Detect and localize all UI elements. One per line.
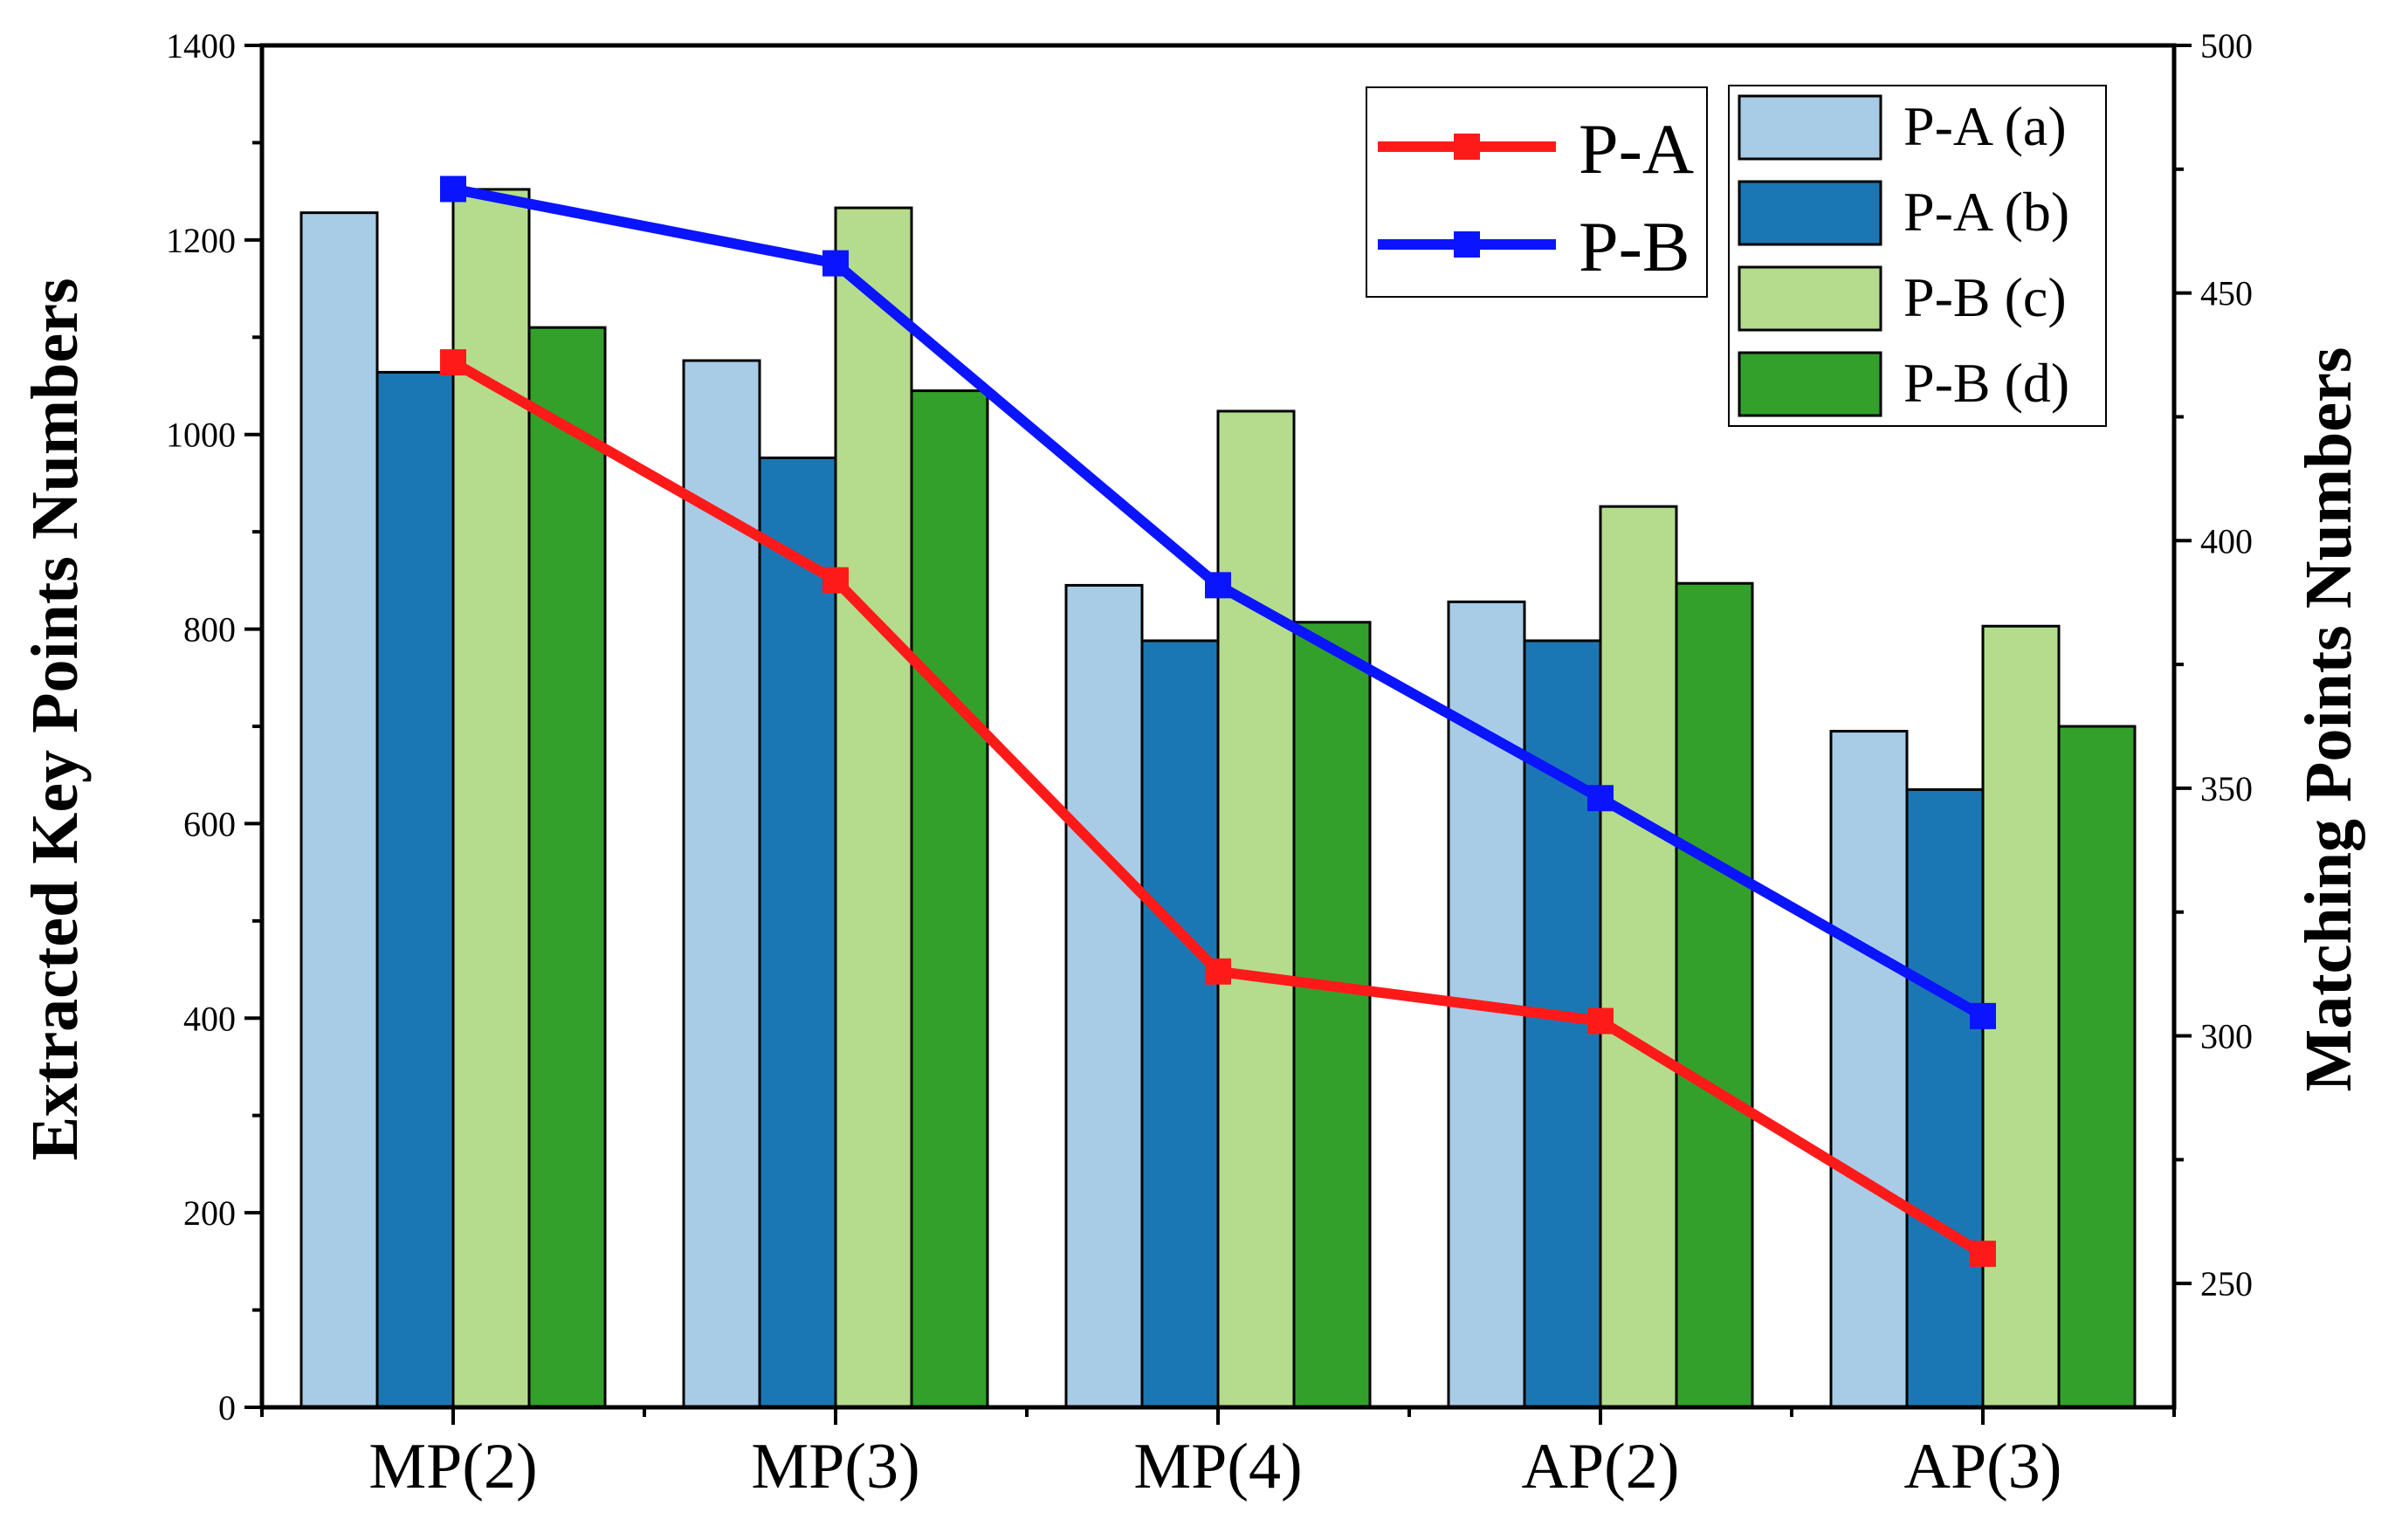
bar-p-b-c-mp4	[1216, 409, 1296, 1409]
y-axis-title: Extracted Key Points Numbers	[18, 278, 92, 1160]
marker-p-b-ap3	[1970, 1002, 1996, 1029]
y-tick-label: 600	[183, 804, 236, 843]
marker-p-b-mp2	[440, 175, 466, 203]
legend-swatch	[1738, 94, 1882, 161]
bar-p-b-d-mp2	[527, 326, 607, 1409]
lines-layer	[440, 175, 1996, 1268]
legend-label-p-a: P-A	[1579, 109, 1694, 189]
legend-label-p-b-d: P-B (d)	[1903, 352, 2069, 414]
legend-swatch	[1738, 180, 1882, 246]
legend-label-p-b: P-B	[1579, 207, 1690, 286]
x-tick-label: MP(3)	[751, 1431, 919, 1502]
marker-p-b-ap2	[1587, 785, 1614, 812]
y-tick-label: 200	[183, 1193, 236, 1233]
y-tick-label: 400	[183, 999, 236, 1038]
x-tick-label: MP(2)	[368, 1431, 537, 1502]
marker-p-b-mp4	[1205, 572, 1231, 599]
bar-p-a-b-mp2	[375, 370, 455, 1409]
bar-p-b-d-ap2	[1675, 581, 1754, 1409]
bars-layer	[299, 188, 2137, 1409]
bar-legend: P-A (a) P-A (b) P-B (c) P-B (d)	[1728, 85, 2107, 427]
legend-label-p-a-b: P-A (b)	[1903, 181, 2069, 243]
y2-tick-label: 300	[2200, 1017, 2253, 1056]
marker-p-a-mp2	[440, 349, 466, 376]
y-tick-label: 0	[218, 1388, 236, 1427]
legend-marker	[1454, 134, 1480, 160]
y2-axis-title: Matching Points Numbers	[2292, 347, 2365, 1092]
legend-marker	[1454, 231, 1480, 258]
y2-tick-label: 350	[2200, 769, 2253, 808]
bar-p-a-b-mp4	[1140, 639, 1220, 1409]
axes-layer: 0 200 400 600 800 1000 1200 1400 250 300 350 400 450…	[166, 26, 2253, 1502]
bar-p-a-b-mp3	[758, 456, 837, 1409]
marker-p-a-mp3	[822, 567, 849, 594]
legend-label-p-a-a: P-A (a)	[1903, 95, 2067, 157]
y2-tick-label: 500	[2200, 26, 2253, 65]
y2-tick-label: 250	[2200, 1264, 2253, 1303]
marker-p-a-ap2	[1587, 1007, 1614, 1035]
y-tick-label: 1400	[166, 26, 236, 65]
bar-p-b-c-mp3	[834, 206, 913, 1409]
bar-p-a-a-mp4	[1064, 583, 1144, 1409]
bar-p-a-a-ap3	[1829, 730, 1909, 1409]
legend-swatch	[1738, 265, 1882, 332]
marker-p-a-mp4	[1205, 958, 1231, 985]
bar-p-a-a-mp2	[299, 211, 379, 1409]
line-legend-box	[1366, 86, 1708, 298]
marker-p-a-ap3	[1970, 1241, 1996, 1268]
bar-p-b-c-ap2	[1599, 505, 1678, 1409]
legend-swatch	[1738, 351, 1882, 417]
bar-p-a-b-ap3	[1905, 787, 1985, 1409]
y-tick-label: 800	[183, 610, 236, 650]
y-tick-label: 1000	[166, 416, 236, 455]
y-tick-label: 1200	[166, 221, 236, 260]
bar-p-b-d-mp3	[910, 389, 989, 1409]
line-legend: P-A P-B	[1366, 86, 1708, 298]
x-tick-label: AP(3)	[1904, 1431, 2062, 1502]
y2-tick-label: 450	[2200, 274, 2253, 313]
bar-p-b-d-mp4	[1292, 621, 1372, 1409]
y2-tick-label: 400	[2200, 521, 2253, 560]
bar-p-b-d-ap3	[2057, 725, 2137, 1409]
x-tick-label: MP(4)	[1133, 1431, 1302, 1502]
marker-p-b-mp3	[822, 250, 849, 277]
legend-label-p-b-c: P-B (c)	[1903, 266, 2067, 328]
x-tick-label: AP(2)	[1522, 1431, 1680, 1502]
